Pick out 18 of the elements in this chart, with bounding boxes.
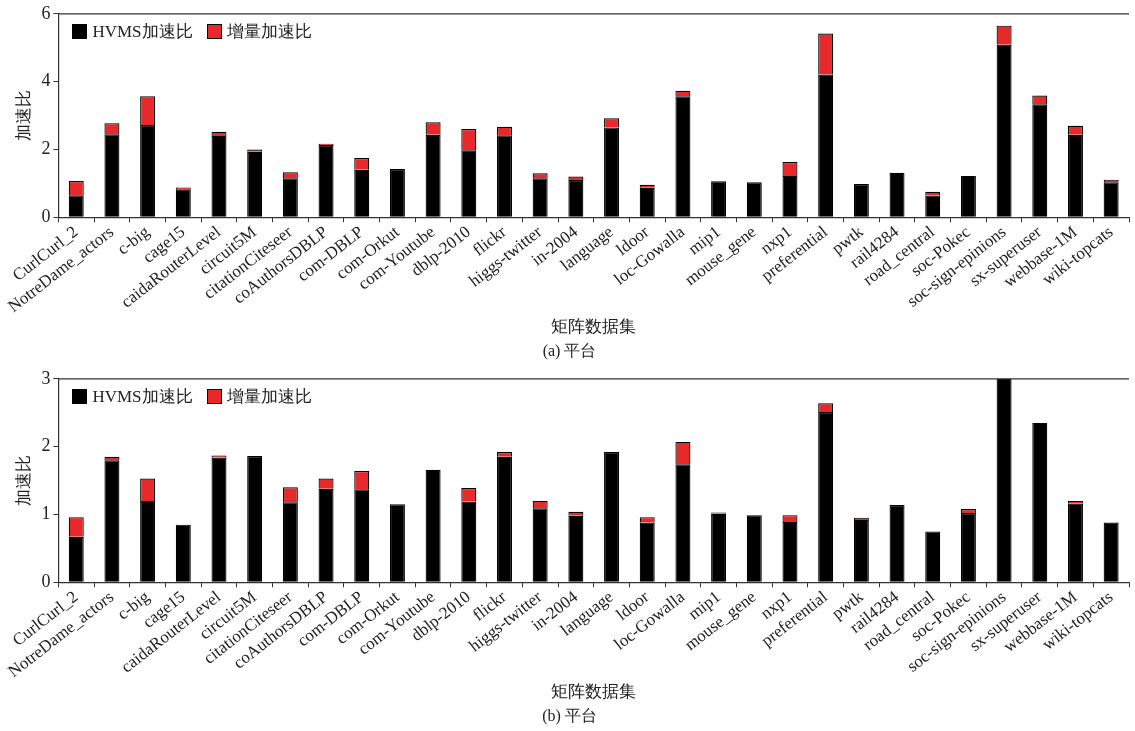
legend-label: 增量加速比 — [226, 385, 312, 408]
y-tick-label: 2 — [41, 435, 51, 456]
y-tick-label: 4 — [41, 70, 51, 91]
text: (b) 平台 — [542, 706, 597, 725]
legend-label: 增量加速比 — [226, 20, 312, 43]
y-tick-label: 6 — [41, 2, 51, 23]
y-axis-title: 加速比 — [13, 90, 33, 142]
y-tick-label: 3 — [41, 367, 51, 388]
y-tick-label: 1 — [41, 503, 51, 524]
y-tick-label: 0 — [41, 571, 51, 592]
text: (a) 平台 — [542, 341, 597, 360]
y-tick-label: 2 — [41, 138, 51, 159]
legend-label: HVMS加速比 — [92, 20, 193, 43]
legend-label: HVMS加速比 — [92, 385, 193, 408]
x-axis-title: 矩阵数据集 — [551, 682, 637, 702]
y-tick-label: 0 — [41, 206, 51, 227]
y-axis-title: 加速比 — [13, 455, 33, 507]
x-axis-title: 矩阵数据集 — [551, 317, 637, 337]
